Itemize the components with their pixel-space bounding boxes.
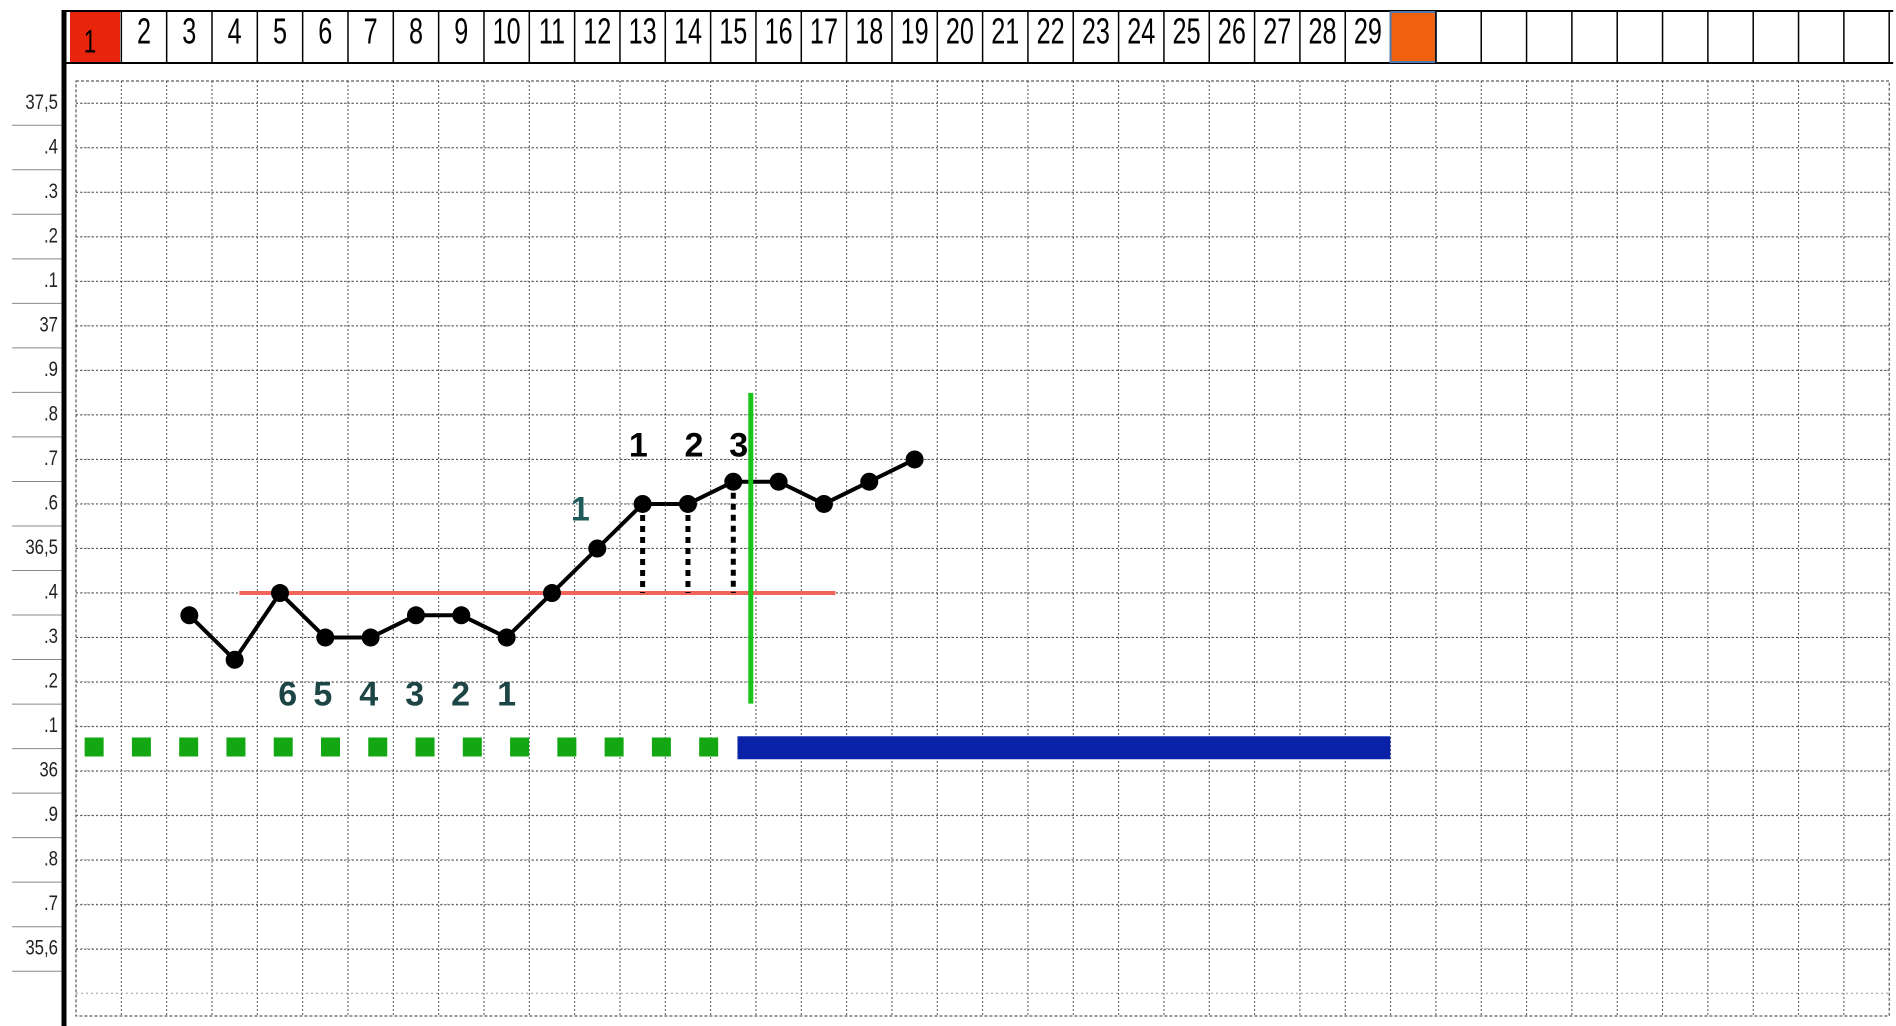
annotation: 5 bbox=[313, 675, 332, 713]
y-tick-label: .7 bbox=[44, 447, 58, 470]
phase-marker bbox=[84, 737, 104, 757]
data-point bbox=[270, 584, 289, 603]
annotation: 1 bbox=[497, 675, 516, 713]
x-tick-label: 6 bbox=[318, 11, 332, 52]
x-tick-label: 18 bbox=[855, 11, 883, 52]
annotation: 2 bbox=[451, 675, 470, 713]
phase-marker bbox=[462, 737, 482, 757]
x-tick-label: 19 bbox=[901, 11, 929, 52]
x-tick-label: 28 bbox=[1309, 11, 1337, 52]
y-tick-label: .2 bbox=[44, 225, 58, 248]
annotation: 6 bbox=[278, 675, 297, 713]
y-tick-label: 36,5 bbox=[25, 536, 58, 559]
phase-marker bbox=[131, 737, 151, 757]
data-point bbox=[905, 450, 924, 469]
phase-marker bbox=[226, 737, 246, 757]
x-tick-label: 23 bbox=[1082, 11, 1110, 52]
x-tick-label: 10 bbox=[493, 11, 521, 52]
data-point bbox=[406, 606, 425, 625]
x-tick-label: 2 bbox=[137, 11, 151, 52]
phase-marker bbox=[179, 737, 199, 757]
x-tick-label: 26 bbox=[1218, 11, 1246, 52]
data-point bbox=[180, 606, 199, 625]
x-tick-label: 5 bbox=[273, 11, 287, 52]
x-tick-label: 12 bbox=[583, 11, 611, 52]
x-tick-label: 1 bbox=[84, 23, 96, 59]
data-point bbox=[497, 628, 516, 647]
data-point bbox=[452, 606, 471, 625]
y-tick-label: .7 bbox=[44, 893, 58, 916]
phase-marker bbox=[651, 737, 671, 757]
data-point bbox=[814, 494, 833, 513]
header-cell-highlight bbox=[1389, 11, 1437, 63]
y-tick-label: .3 bbox=[44, 625, 58, 648]
x-tick-label: 24 bbox=[1127, 11, 1155, 52]
phase-marker bbox=[415, 737, 435, 757]
phase-marker bbox=[510, 737, 530, 757]
data-point bbox=[361, 628, 380, 647]
x-tick-label: 11 bbox=[539, 11, 565, 52]
y-tick-label: .4 bbox=[44, 136, 58, 159]
phase-marker bbox=[699, 737, 719, 757]
phase-marker bbox=[557, 737, 577, 757]
y-tick-label: .6 bbox=[44, 492, 58, 515]
data-point bbox=[542, 584, 561, 603]
y-tick-label: .8 bbox=[44, 848, 58, 871]
x-tick-label: 3 bbox=[182, 11, 196, 52]
y-tick-label: .2 bbox=[44, 670, 58, 693]
phase-marker bbox=[368, 737, 388, 757]
phase-bar bbox=[737, 736, 1391, 760]
data-point bbox=[316, 628, 335, 647]
y-tick-label: .4 bbox=[44, 581, 58, 604]
y-tick-label: 37,5 bbox=[25, 91, 58, 114]
y-tick-label: 37 bbox=[39, 314, 58, 337]
annotation: 1 bbox=[571, 490, 590, 528]
x-tick-label: 22 bbox=[1037, 11, 1065, 52]
y-tick-label: 35,6 bbox=[25, 937, 58, 960]
x-tick-label: 9 bbox=[454, 11, 468, 52]
annotation: 3 bbox=[729, 426, 748, 464]
y-tick-label: 36 bbox=[39, 759, 58, 782]
x-tick-label: 17 bbox=[810, 11, 838, 52]
annotation: 4 bbox=[359, 675, 378, 713]
x-tick-label: 7 bbox=[364, 11, 378, 52]
y-tick-label: .9 bbox=[44, 358, 58, 381]
y-tick-label: .1 bbox=[44, 714, 58, 737]
x-tick-label: 20 bbox=[946, 11, 974, 52]
y-tick-label: .9 bbox=[44, 804, 58, 827]
x-tick-label: 8 bbox=[409, 11, 423, 52]
header-cell-highlight bbox=[70, 12, 120, 62]
y-tick-label: .3 bbox=[44, 180, 58, 203]
phase-marker bbox=[604, 737, 624, 757]
phase-marker bbox=[273, 737, 293, 757]
x-tick-label: 13 bbox=[629, 11, 657, 52]
data-point bbox=[724, 472, 743, 491]
data-point bbox=[633, 494, 652, 513]
x-tick-label: 29 bbox=[1354, 11, 1382, 52]
data-point bbox=[769, 472, 788, 491]
data-point bbox=[860, 472, 879, 491]
data-point bbox=[588, 539, 607, 558]
x-tick-label: 4 bbox=[228, 11, 242, 52]
x-tick-label: 15 bbox=[719, 11, 747, 52]
x-tick-label: 21 bbox=[991, 11, 1019, 52]
data-point bbox=[225, 650, 244, 669]
y-tick-label: .8 bbox=[44, 403, 58, 426]
x-tick-label: 14 bbox=[674, 11, 702, 52]
y-tick-label: .1 bbox=[44, 269, 58, 292]
phase-marker bbox=[320, 737, 340, 757]
x-tick-label: 25 bbox=[1173, 11, 1201, 52]
data-point bbox=[678, 494, 697, 513]
x-tick-label: 16 bbox=[765, 11, 793, 52]
x-tick-label: 27 bbox=[1263, 11, 1291, 52]
annotation: 3 bbox=[405, 675, 424, 713]
annotation: 2 bbox=[685, 426, 704, 464]
annotation: 1 bbox=[629, 426, 648, 464]
